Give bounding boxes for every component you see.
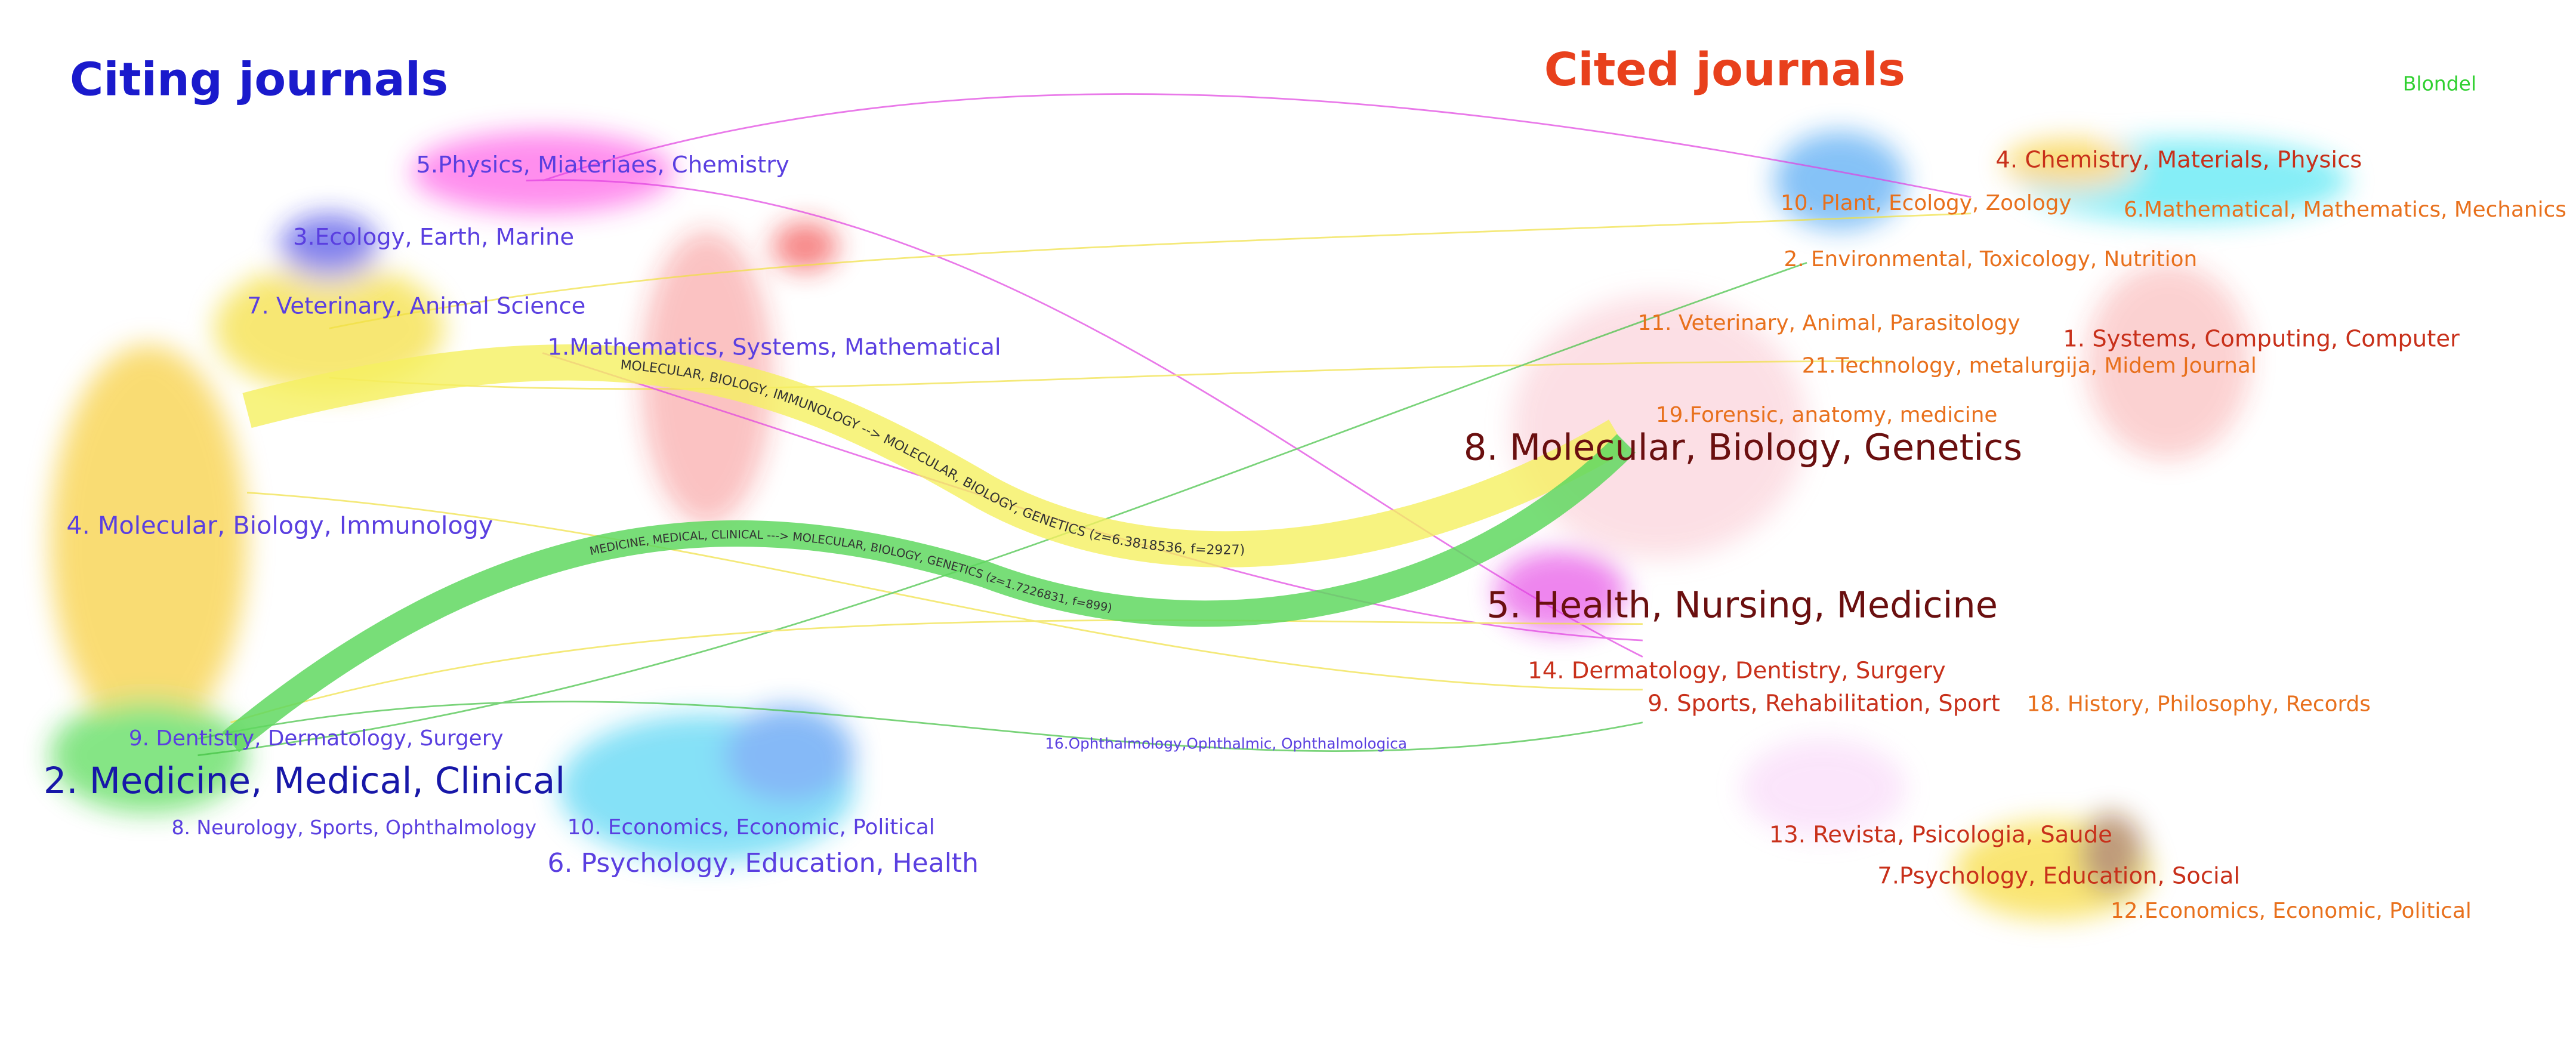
cited-label: 7.Psychology, Education, Social xyxy=(1877,862,2240,889)
citing-label: 3.Ecology, Earth, Marine xyxy=(293,224,574,251)
cited-label: 13. Revista, Psicologia, Saude xyxy=(1769,822,2112,849)
cited-label: 21.Technology, metalurgija, Midem Journa… xyxy=(1802,354,2257,378)
cited-label: 4. Chemistry, Materials, Physics xyxy=(1995,147,2362,174)
cited-label: 8. Molecular, Biology, Genetics xyxy=(1464,427,2022,468)
cited-label: 2. Environmental, Toxicology, Nutrition xyxy=(1784,247,2197,272)
cited-label: 19.Forensic, anatomy, medicine xyxy=(1656,403,1998,427)
cited-label: 9. Sports, Rehabilitation, Sport xyxy=(1648,690,2000,717)
citing-label: 9. Dentistry, Dermatology, Surgery xyxy=(129,726,504,751)
cited-label: 14. Dermatology, Dentistry, Surgery xyxy=(1528,657,1945,684)
citing-label: 1.Mathematics, Systems, Mathematical xyxy=(548,334,1001,360)
citing-label: 5.Physics, Miateriaes, Chemistry xyxy=(416,152,789,178)
citing-label: 4. Molecular, Biology, Immunology xyxy=(66,511,493,539)
cited-label: 5. Health, Nursing, Medicine xyxy=(1486,585,1998,627)
cited-label: 10. Plant, Ecology, Zoology xyxy=(1781,191,2072,215)
citing-label: 8. Neurology, Sports, Ophthalmology xyxy=(171,816,536,839)
citing-label: 6. Psychology, Education, Health xyxy=(548,848,979,878)
citing-title: Citing journals xyxy=(70,53,448,107)
clusters xyxy=(50,131,2349,920)
cited-label: 18. History, Philosophy, Records xyxy=(2027,692,2371,716)
cited-label: 11. Veterinary, Animal, Parasitology xyxy=(1638,311,2020,335)
cited-label: 6.Mathematical, Mathematics, Mechanics xyxy=(2124,198,2566,222)
cited-label: 1. Systems, Computing, Computer xyxy=(2063,326,2460,353)
citing-label: 7. Veterinary, Animal Science xyxy=(247,293,585,320)
legend: Blondel xyxy=(2403,72,2476,95)
cited-title: Cited journals xyxy=(1544,43,1905,97)
flow-band xyxy=(231,443,1627,742)
cited-label: 12.Economics, Economic, Political xyxy=(2111,899,2472,923)
citing-label: 16.Ophthalmology,Ophthalmic, Ophthalmolo… xyxy=(1045,735,1407,752)
citing-label: 10. Economics, Economic, Political xyxy=(567,815,935,840)
citing-label: 2. Medicine, Medical, Clinical xyxy=(44,760,565,802)
